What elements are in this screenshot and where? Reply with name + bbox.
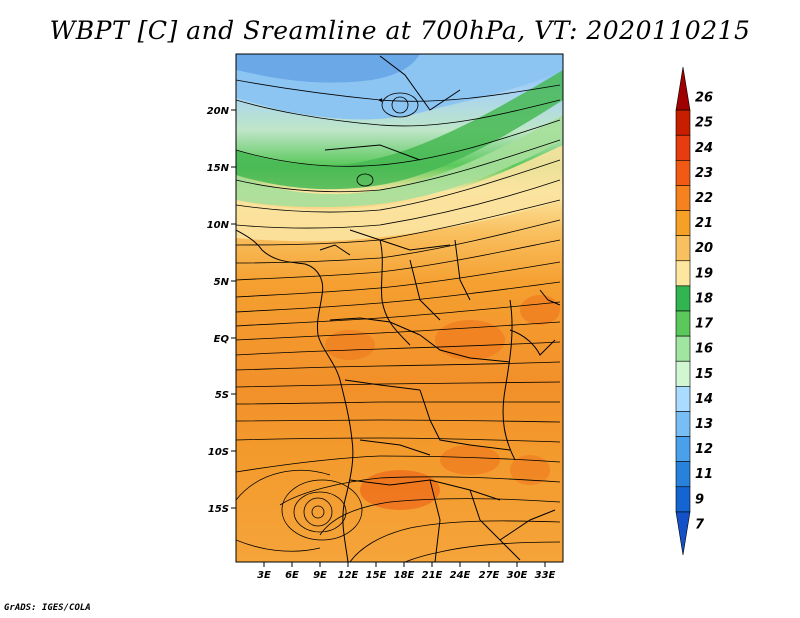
colorbar-label: 17: [695, 317, 714, 332]
colorbar-label: 13: [695, 417, 713, 432]
colorbar-label: 20: [695, 241, 713, 256]
lat-tick-label: 5S: [215, 390, 229, 401]
colorbar-label: 19: [695, 266, 713, 281]
colorbar-swatch: [675, 386, 691, 412]
colorbar-swatch: [675, 486, 691, 513]
colorbar-swatch: [675, 66, 691, 111]
colorbar-label: 22: [695, 191, 713, 206]
colorbar-swatch: [675, 210, 691, 236]
country-borders: [236, 55, 561, 562]
colorbar-label: 16: [695, 342, 713, 357]
longitude-axis: 3E 6E 9E 12E 15E 18E 21E 24E 27E 30E 33E: [257, 562, 556, 581]
lon-tick-label: 6E: [285, 570, 299, 581]
lat-tick-label: 15N: [207, 163, 230, 174]
map-panel: [236, 54, 563, 562]
lon-tick-label: 18E: [394, 570, 415, 581]
lat-tick-label: 15S: [208, 504, 229, 515]
lon-tick-label: 12E: [338, 570, 359, 581]
colorbar-label: 23: [695, 166, 713, 181]
colorbar-swatch: [675, 260, 691, 287]
colorbar-label: 14: [695, 392, 713, 407]
colorbar-swatch: [675, 360, 691, 387]
colorbar-swatch: [675, 109, 691, 136]
lon-tick-label: 21E: [422, 570, 443, 581]
lon-tick-label: 3E: [257, 570, 271, 581]
colorbar-label: 24: [695, 141, 713, 156]
colorbar-swatch: [675, 411, 691, 437]
colorbar: 26 25 24 23 22 21 20 19 18 17 16 15 14 13 12 11 9 7: [675, 66, 714, 556]
colorbar-label: 9: [695, 492, 704, 507]
colorbar-label: 18: [695, 291, 713, 306]
lat-tick-label: 20N: [207, 106, 230, 117]
lat-tick-label: 10N: [207, 220, 230, 231]
colorbar-swatch: [675, 436, 691, 462]
colorbar-label: 7: [695, 517, 705, 532]
colorbar-swatch: [675, 335, 691, 362]
lon-tick-label: 30E: [507, 570, 528, 581]
colorbar-swatch: [675, 134, 691, 161]
colorbar-label: 15: [695, 367, 713, 382]
colorbar-label: 12: [695, 442, 713, 457]
colorbar-label: 11: [695, 467, 713, 482]
colorbar-swatch: [675, 310, 691, 337]
colorbar-swatch: [675, 461, 691, 488]
lon-tick-label: 33E: [535, 570, 556, 581]
colorbar-swatch: [675, 185, 691, 211]
colorbar-swatch: [675, 285, 691, 312]
lon-tick-label: 15E: [366, 570, 387, 581]
lon-tick-label: 9E: [313, 570, 327, 581]
lon-tick-label: 24E: [450, 570, 471, 581]
colorbar-label: 25: [695, 116, 713, 131]
credit-label: GrADS: IGES/COLA: [4, 603, 91, 613]
colorbar-swatch: [675, 235, 691, 262]
chart-title: WBPT [C] and Sreamline at 700hPa, VT: 20…: [49, 16, 751, 45]
lon-tick-label: 27E: [479, 570, 500, 581]
colorbar-label: 26: [695, 91, 713, 106]
colorbar-swatch: [675, 160, 691, 186]
lat-tick-label: 10S: [208, 447, 229, 458]
map-frame: [235, 53, 564, 563]
colorbar-label: 21: [695, 216, 713, 231]
latitude-axis: 20N 15N 10N 5N EQ 5S 10S 15S: [207, 106, 236, 515]
lat-tick-label: EQ: [214, 334, 230, 345]
lat-tick-label: 5N: [214, 277, 230, 288]
colorbar-swatch: [675, 511, 691, 556]
